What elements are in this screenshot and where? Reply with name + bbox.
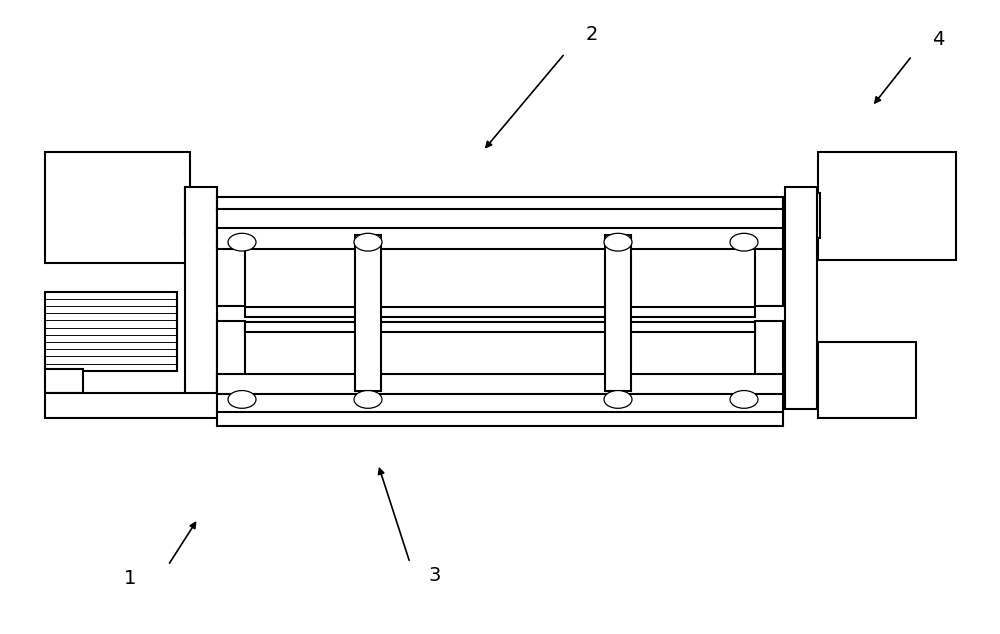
Text: 2: 2 [586, 25, 598, 44]
Bar [785, 187, 817, 409]
Bar [245, 307, 755, 317]
Bar [785, 193, 820, 238]
Bar [245, 322, 755, 332]
Bar [45, 393, 220, 418]
Bar [217, 374, 783, 394]
Circle shape [604, 391, 632, 408]
Bar [217, 197, 783, 210]
Circle shape [354, 233, 382, 251]
Bar [355, 235, 381, 391]
Bar [217, 209, 783, 230]
Bar [217, 412, 783, 426]
Bar [818, 152, 956, 260]
Circle shape [604, 233, 632, 251]
Text: 3: 3 [429, 566, 441, 585]
Bar [185, 188, 217, 236]
Bar [818, 342, 916, 418]
Text: 1: 1 [124, 569, 136, 588]
Bar [217, 321, 245, 391]
Circle shape [730, 233, 758, 251]
Bar [755, 321, 783, 391]
Circle shape [730, 391, 758, 408]
Circle shape [228, 391, 256, 408]
Bar [217, 228, 783, 249]
Text: 4: 4 [932, 30, 944, 49]
Bar [755, 243, 783, 306]
Bar [217, 393, 783, 413]
Bar [185, 187, 217, 409]
Bar [45, 292, 177, 371]
Bar [605, 235, 631, 391]
Circle shape [228, 233, 256, 251]
Bar [45, 152, 190, 263]
Bar [45, 369, 83, 393]
Circle shape [354, 391, 382, 408]
Bar [217, 243, 245, 306]
